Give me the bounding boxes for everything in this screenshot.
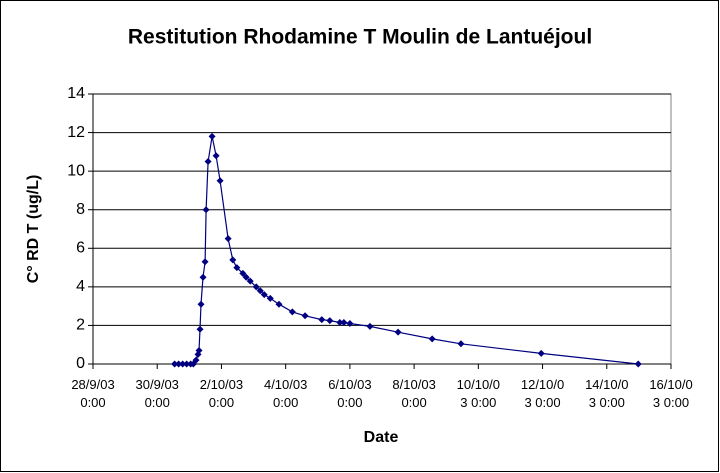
data-point [224,235,232,243]
x-tick-label-line: 3 0:00 [653,395,689,410]
data-point [288,308,296,316]
x-tick-label-line: 10/10/0 [457,377,500,392]
y-tick-label: 14 [67,85,85,102]
x-tick-label-line: 0:00 [401,395,426,410]
x-tick-label-line: 4/10/03 [264,377,307,392]
x-tick-label: 2/10/03 0:00 [200,377,243,410]
data-point [233,264,241,272]
data-point [197,300,205,308]
x-tick-label-line: 3 0:00 [460,395,496,410]
data-point [301,312,309,320]
x-tick-label: 30/9/03 0:00 [136,377,179,410]
y-tick-label: 4 [76,278,85,295]
x-tick-label-line: 0:00 [145,395,170,410]
data-point [204,158,212,165]
x-tick-label-line: 12/10/0 [521,377,564,392]
data-point [340,319,348,327]
data-point [537,349,545,357]
data-point [428,335,436,343]
x-tick-label-line: 14/10/0 [585,377,628,392]
data-point [346,320,354,327]
data-point [195,347,203,354]
data-point [175,360,183,368]
x-tick-label-line: 0:00 [337,395,362,410]
data-point [199,273,207,281]
data-point [457,340,465,348]
data-point [208,132,216,140]
data-point [266,294,274,302]
data-point [366,322,374,330]
x-tick-label-line: 0:00 [273,395,298,410]
x-tick-label-line: 8/10/03 [392,377,435,392]
x-tick-label: 8/10/03 0:00 [392,377,435,410]
data-point [256,287,264,295]
x-tick-label: 4/10/03 0:00 [264,377,307,410]
x-tick-label-line: 30/9/03 [136,377,179,392]
y-tick-label: 8 [76,201,85,218]
x-tick-label: 6/10/03 0:00 [328,377,371,410]
data-point [196,325,204,333]
data-point [202,206,210,214]
data-point [192,356,200,364]
x-tick-label: 16/10/0 3 0:00 [649,377,692,410]
y-tick-label: 12 [67,124,85,141]
y-tick-label: 10 [67,162,85,179]
data-point [201,258,209,266]
data-point [216,177,224,185]
data-point [336,319,344,327]
plot-area [92,93,672,365]
x-tick-label-line: 28/9/03 [71,377,114,392]
y-tick-label: 2 [76,317,85,334]
data-point [318,316,326,324]
data-point [326,317,334,325]
x-tick-label: 14/10/0 3 0:00 [585,377,628,410]
data-point [634,360,642,368]
x-tick-label-line: 3 0:00 [524,395,560,410]
y-tick-label: 6 [76,240,85,257]
data-point [171,360,179,368]
y-tick-label: 0 [76,355,85,372]
x-tick-label-line: 0:00 [209,395,234,410]
x-tick-label: 28/9/03 0:00 [71,377,114,410]
x-tick-label-line: 6/10/03 [328,377,371,392]
data-point [212,152,220,160]
data-point [252,283,260,291]
x-tick-label-line: 16/10/0 [649,377,692,392]
data-point [179,360,187,368]
data-point [183,360,191,368]
data-point [246,277,254,285]
data-point [394,328,402,336]
x-tick-label: 12/10/0 3 0:00 [521,377,564,410]
x-tick-label: 10/10/0 3 0:00 [457,377,500,410]
chart-title: Restitution Rhodamine T Moulin de Lantué… [128,26,592,49]
y-axis-title: C° RD T (ug/L) [25,175,42,284]
data-point [260,291,268,299]
x-tick-label-line: 2/10/03 [200,377,243,392]
x-tick-label-line: 3 0:00 [589,395,625,410]
data-point [239,269,247,277]
x-tick-label-line: 0:00 [80,395,105,410]
data-point [275,300,283,308]
x-axis-title: Date [364,429,399,446]
data-point [229,256,237,264]
data-point [242,273,250,281]
